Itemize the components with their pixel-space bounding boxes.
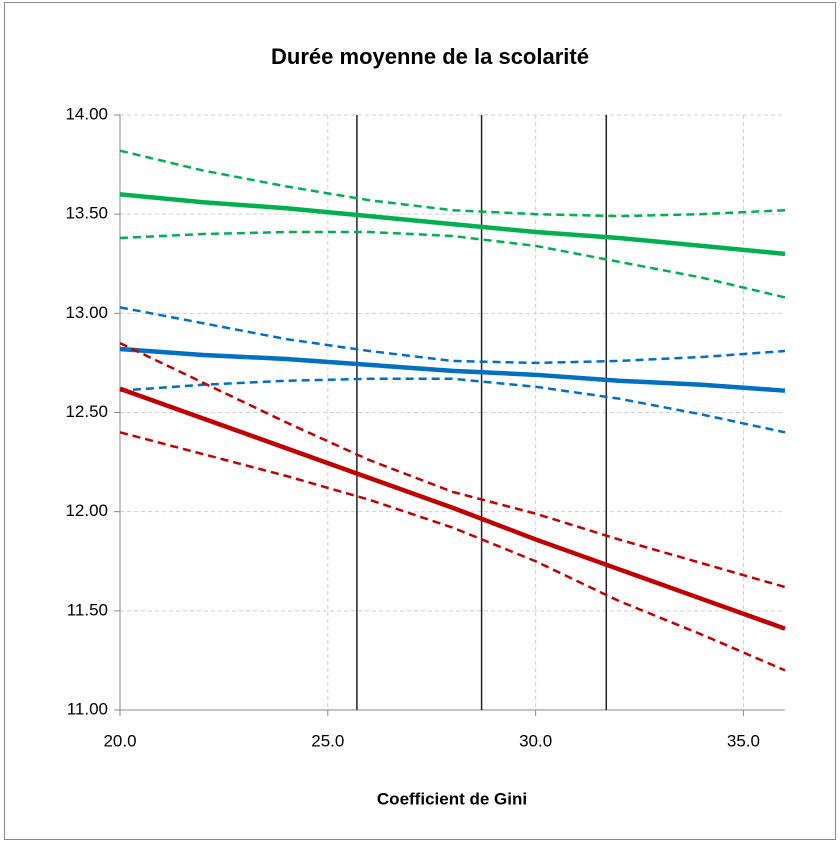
band-line xyxy=(119,149,786,218)
band-line xyxy=(119,431,786,672)
y-tick-label: 14.00 xyxy=(65,104,108,123)
trend-line xyxy=(119,192,786,257)
x-tick-label: 30.0 xyxy=(519,731,552,750)
chart-border xyxy=(4,2,836,840)
band-line xyxy=(119,230,786,299)
y-tick-label: 11.50 xyxy=(67,600,108,619)
x-tick-label: 20.0 xyxy=(103,731,136,750)
chart-title: Durée moyenne de la scolarité xyxy=(271,44,589,69)
y-tick-label: 13.00 xyxy=(65,303,108,322)
y-tick-label: 12.00 xyxy=(65,501,108,520)
x-tick-label: 25.0 xyxy=(311,731,344,750)
band-line xyxy=(119,377,786,434)
y-tick-label: 12.50 xyxy=(65,402,108,421)
y-tick-label: 13.50 xyxy=(65,204,108,223)
x-axis-label: Coefficient de Gini xyxy=(377,789,527,808)
y-tick-label: 11.00 xyxy=(67,699,108,718)
x-tick-label: 35.0 xyxy=(727,731,760,750)
trend-line xyxy=(119,346,786,393)
band-line xyxy=(119,341,786,589)
trend-line xyxy=(119,386,786,631)
